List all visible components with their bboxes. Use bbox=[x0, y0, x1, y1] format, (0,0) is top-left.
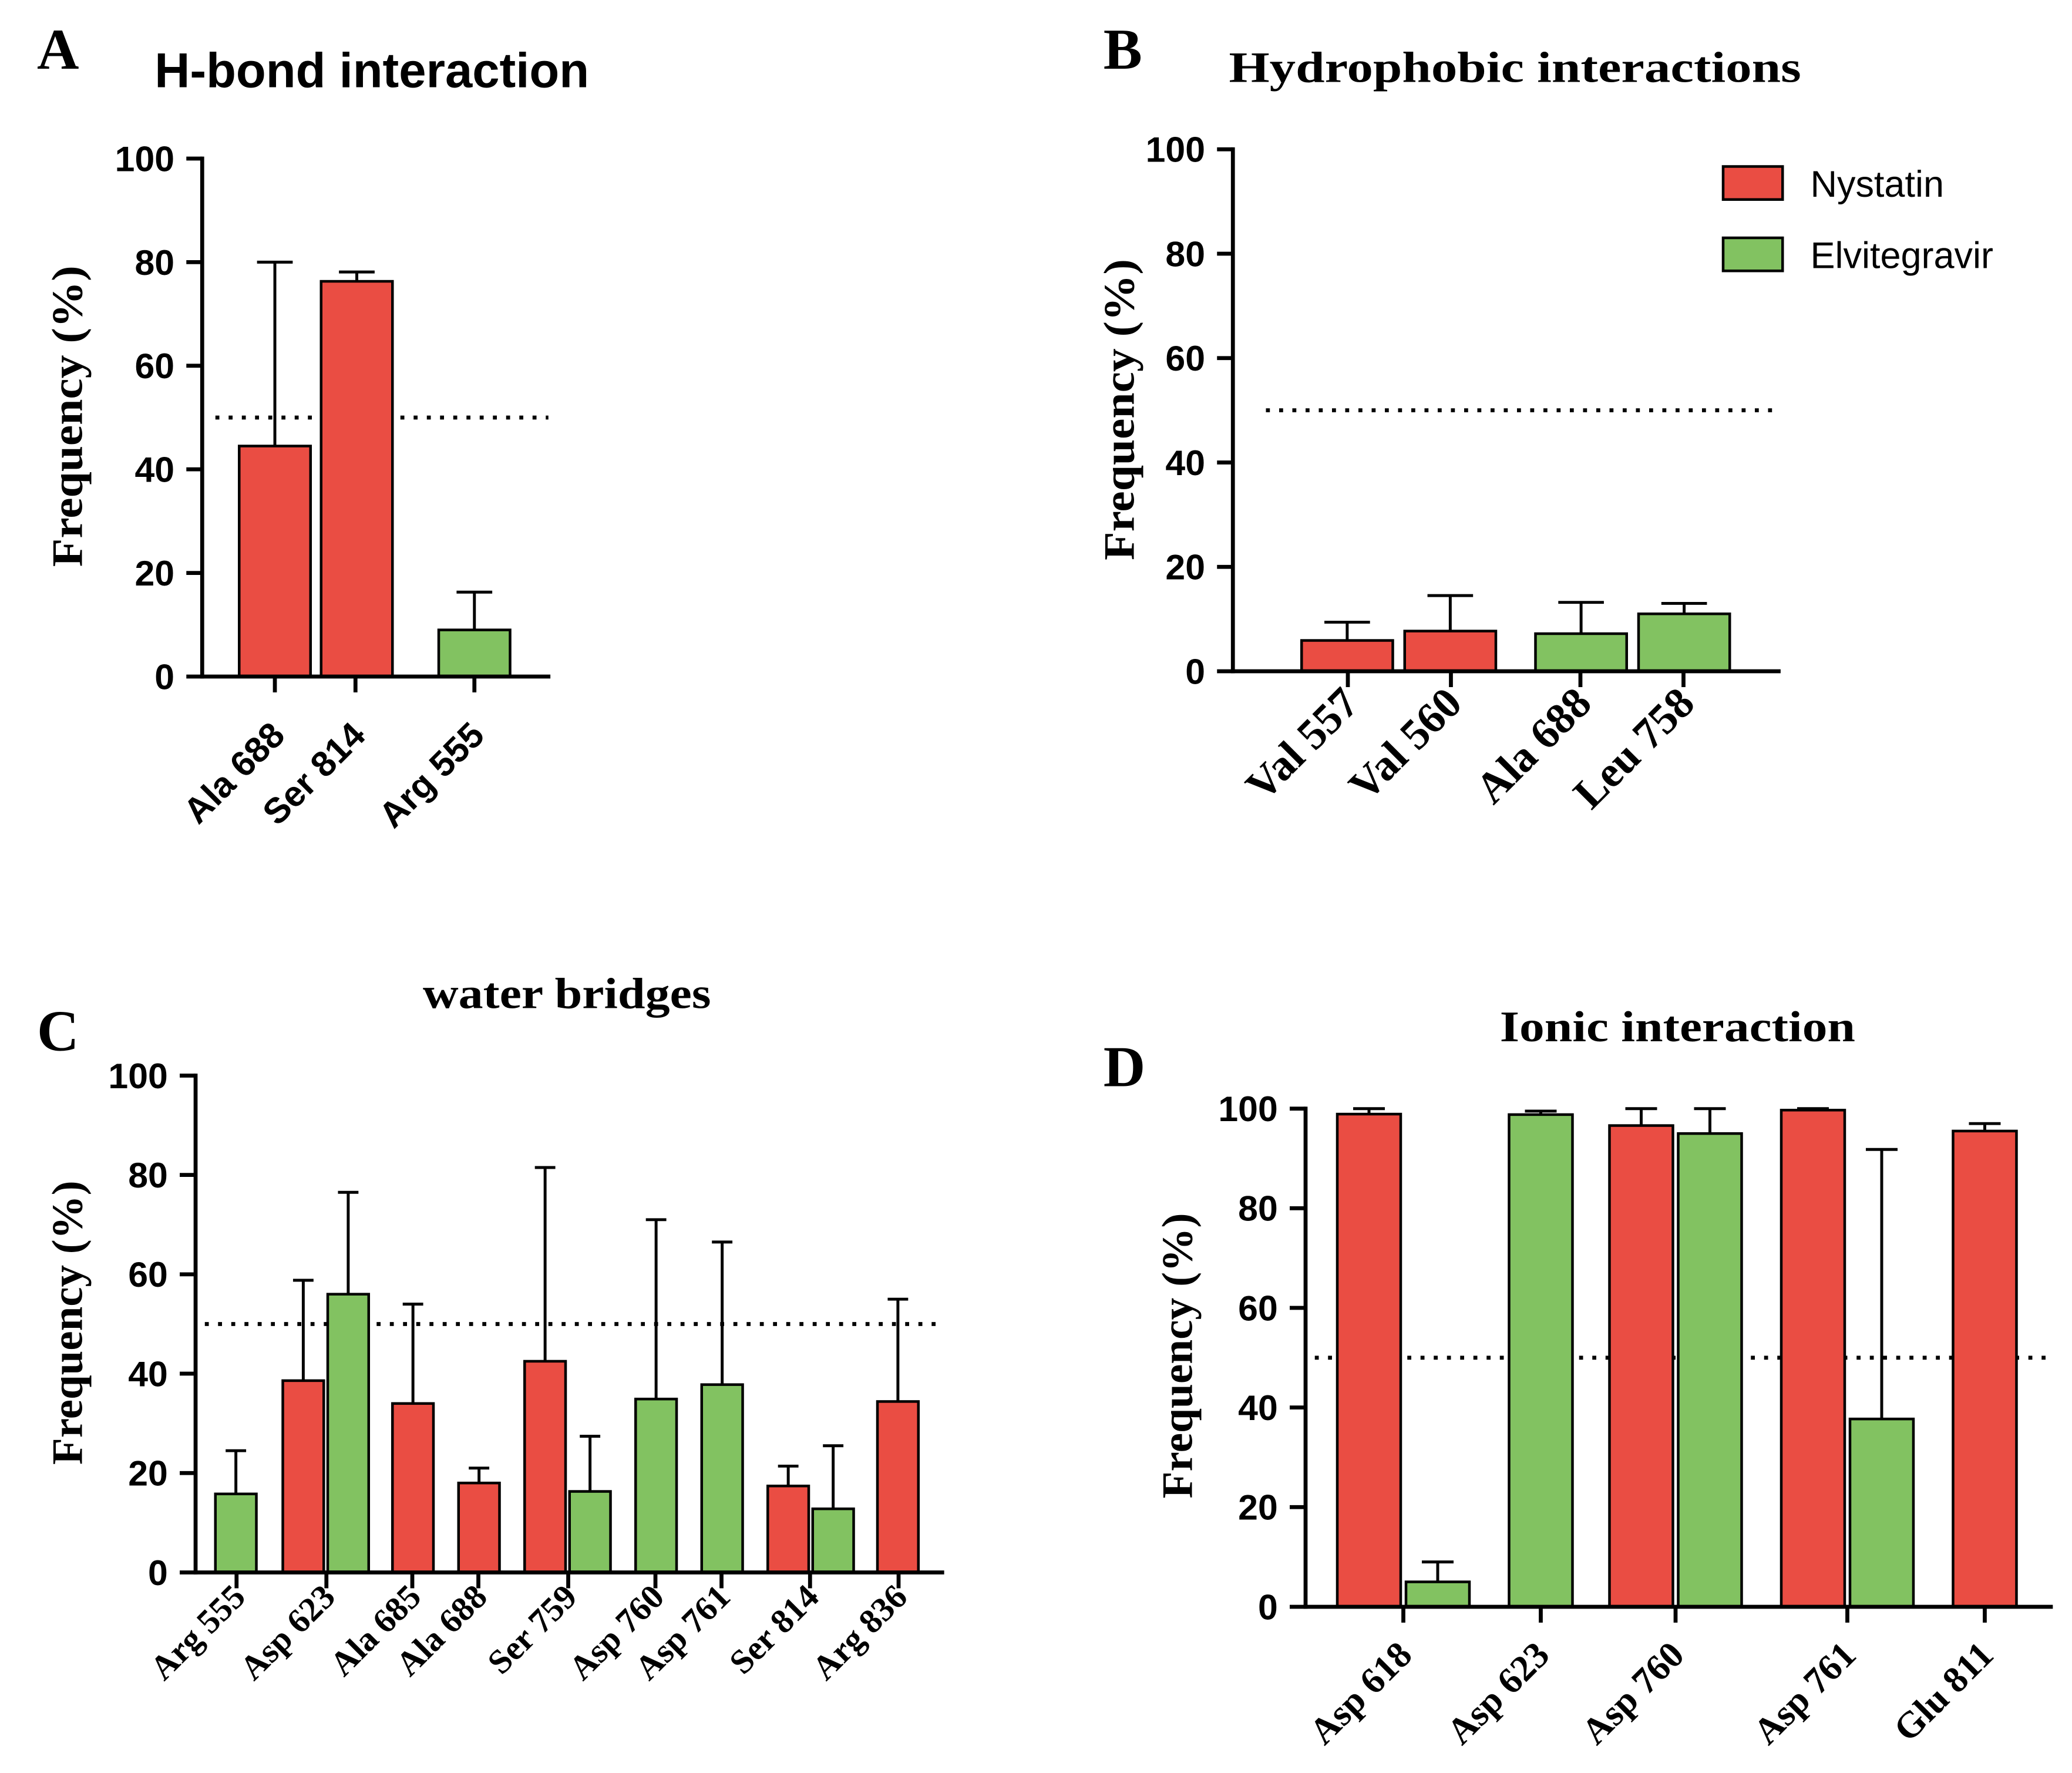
bar-nystatin-asp-760 bbox=[1608, 1124, 1674, 1609]
bar-elvitegravir-ala-688 bbox=[1534, 632, 1628, 673]
bar-elvitegravir-asp-761 bbox=[1848, 1417, 1915, 1609]
bar-elvitegravir-arg-555 bbox=[437, 628, 512, 678]
bar-nystatin-ser-814 bbox=[766, 1485, 810, 1574]
legend-swatch-nystatin bbox=[1721, 165, 1784, 201]
y-tick-label: 80 bbox=[1165, 234, 1205, 274]
bar-nystatin-ser-759 bbox=[523, 1360, 567, 1574]
bar-nystatin-asp-761 bbox=[1780, 1109, 1846, 1609]
x-tick-label-asp-760: Asp 760 bbox=[1573, 1634, 1692, 1752]
y-axis-label-d: Frequency (%) bbox=[1153, 1213, 1202, 1498]
legend-label-nystatin: Nystatin bbox=[1810, 164, 1944, 205]
y-tick-label: 100 bbox=[1218, 1089, 1277, 1129]
bar-elvitegravir-asp-623 bbox=[326, 1293, 371, 1574]
bar-nystatin-asp-618 bbox=[1336, 1112, 1402, 1609]
y-tick-label: 0 bbox=[1258, 1587, 1278, 1627]
bar-nystatin-val-557 bbox=[1300, 639, 1394, 673]
y-tick-label: 100 bbox=[115, 139, 174, 179]
bar-elvitegravir-ser-814 bbox=[811, 1507, 855, 1574]
y-tick-label: 100 bbox=[1146, 130, 1205, 170]
chart-title-c: water bridges bbox=[423, 970, 711, 1018]
y-tick-label: 20 bbox=[128, 1454, 168, 1493]
bar-elvitegravir-asp-760 bbox=[1677, 1132, 1743, 1609]
y-tick-label: 100 bbox=[108, 1056, 167, 1096]
y-axis-label-c: Frequency (%) bbox=[44, 1180, 92, 1465]
bar-nystatin-arg-836 bbox=[876, 1400, 920, 1574]
legend-swatch-elvitegravir bbox=[1721, 236, 1784, 272]
bar-elvitegravir-leu-758 bbox=[1637, 612, 1731, 673]
y-tick-label: 60 bbox=[1238, 1288, 1278, 1328]
y-tick-label: 60 bbox=[128, 1254, 168, 1294]
bar-nystatin-ala-688 bbox=[457, 1481, 501, 1574]
y-tick-label: 40 bbox=[128, 1354, 168, 1394]
x-tick-label-asp-623: Asp 623 bbox=[1439, 1634, 1558, 1752]
x-tick-label-arg-836: Arg 836 bbox=[805, 1577, 914, 1687]
bar-elvitegravir-arg-555 bbox=[214, 1492, 258, 1574]
y-tick-label: 80 bbox=[128, 1155, 168, 1195]
panel-label-a: A bbox=[37, 18, 79, 82]
y-tick-label: 40 bbox=[1238, 1388, 1278, 1428]
y-tick-label: 80 bbox=[1238, 1189, 1278, 1229]
panel-a: A H-bond interaction Frequency (%) 0 20 40… bbox=[37, 18, 589, 835]
panel-d-plot: 0 20 40 60 80 100 Asp 618 Asp 623 Asp 760 Asp 761… bbox=[1218, 1089, 2053, 1752]
x-tick-label-glu-811: Glu 811 bbox=[1886, 1634, 2002, 1750]
y-tick-label: 20 bbox=[134, 553, 174, 593]
panel-label-c: C bbox=[37, 1000, 79, 1064]
x-tick-label-arg-555: Arg 555 bbox=[143, 1577, 253, 1687]
y-tick-label: 0 bbox=[1185, 651, 1205, 691]
bar-elvitegravir-asp-618 bbox=[1404, 1580, 1471, 1609]
chart-title-b: Hydrophobic interactions bbox=[1229, 43, 1801, 92]
legend-label-elvitegravir: Elvitegravir bbox=[1810, 235, 1993, 277]
x-tick-label-asp-623: Asp 623 bbox=[233, 1577, 342, 1687]
x-tick-label-val-557: Val 557 bbox=[1237, 679, 1368, 810]
x-tick-label-val-560: Val 560 bbox=[1340, 679, 1471, 810]
legend: Nystatin Elvitegravir bbox=[1721, 164, 1993, 277]
y-tick-label: 20 bbox=[1165, 547, 1205, 587]
bar-elvitegravir-asp-761 bbox=[700, 1383, 744, 1574]
y-tick-label: 20 bbox=[1238, 1488, 1278, 1528]
bar-nystatin-ala-688 bbox=[238, 445, 312, 678]
panel-c: C water bridges Frequency (%) 0 20 40 60 80 1… bbox=[37, 970, 944, 1687]
panel-label-b: B bbox=[1104, 18, 1142, 82]
bar-nystatin-val-560 bbox=[1403, 630, 1498, 673]
panel-d: D Ionic interaction Frequency (%) 0 20 40 6… bbox=[1104, 1003, 2053, 1752]
bar-nystatin-ser-814 bbox=[319, 280, 394, 678]
chart-title-d: Ionic interaction bbox=[1500, 1003, 1855, 1051]
bar-nystatin-ala-685 bbox=[391, 1402, 435, 1574]
bar-elvitegravir-asp-760 bbox=[634, 1397, 678, 1574]
x-tick-label-arg-555: Arg 555 bbox=[371, 715, 492, 836]
bar-nystatin-glu-811 bbox=[1952, 1129, 2018, 1609]
y-tick-label: 0 bbox=[148, 1553, 168, 1593]
bar-nystatin-asp-623 bbox=[281, 1379, 325, 1574]
panel-b: B Hydrophobic interactions Frequency (%)… bbox=[1095, 18, 1993, 818]
chart-title-a: H-bond interaction bbox=[154, 43, 589, 97]
panel-label-d: D bbox=[1104, 1035, 1145, 1099]
y-tick-label: 40 bbox=[1165, 443, 1205, 483]
y-tick-label: 80 bbox=[134, 243, 174, 282]
x-tick-label-asp-618: Asp 618 bbox=[1301, 1634, 1420, 1752]
bar-elvitegravir-ser-759 bbox=[568, 1490, 612, 1574]
x-tick-label-asp-761: Asp 761 bbox=[1745, 1634, 1864, 1752]
y-tick-label: 40 bbox=[134, 450, 174, 490]
y-tick-label: 60 bbox=[1165, 338, 1205, 378]
y-axis-label-a: Frequency (%) bbox=[44, 265, 92, 567]
y-tick-label: 60 bbox=[134, 346, 174, 386]
bar-elvitegravir-asp-623 bbox=[1508, 1113, 1574, 1609]
y-tick-label: 0 bbox=[154, 657, 174, 697]
y-axis-label-b: Frequency (%) bbox=[1095, 259, 1143, 560]
